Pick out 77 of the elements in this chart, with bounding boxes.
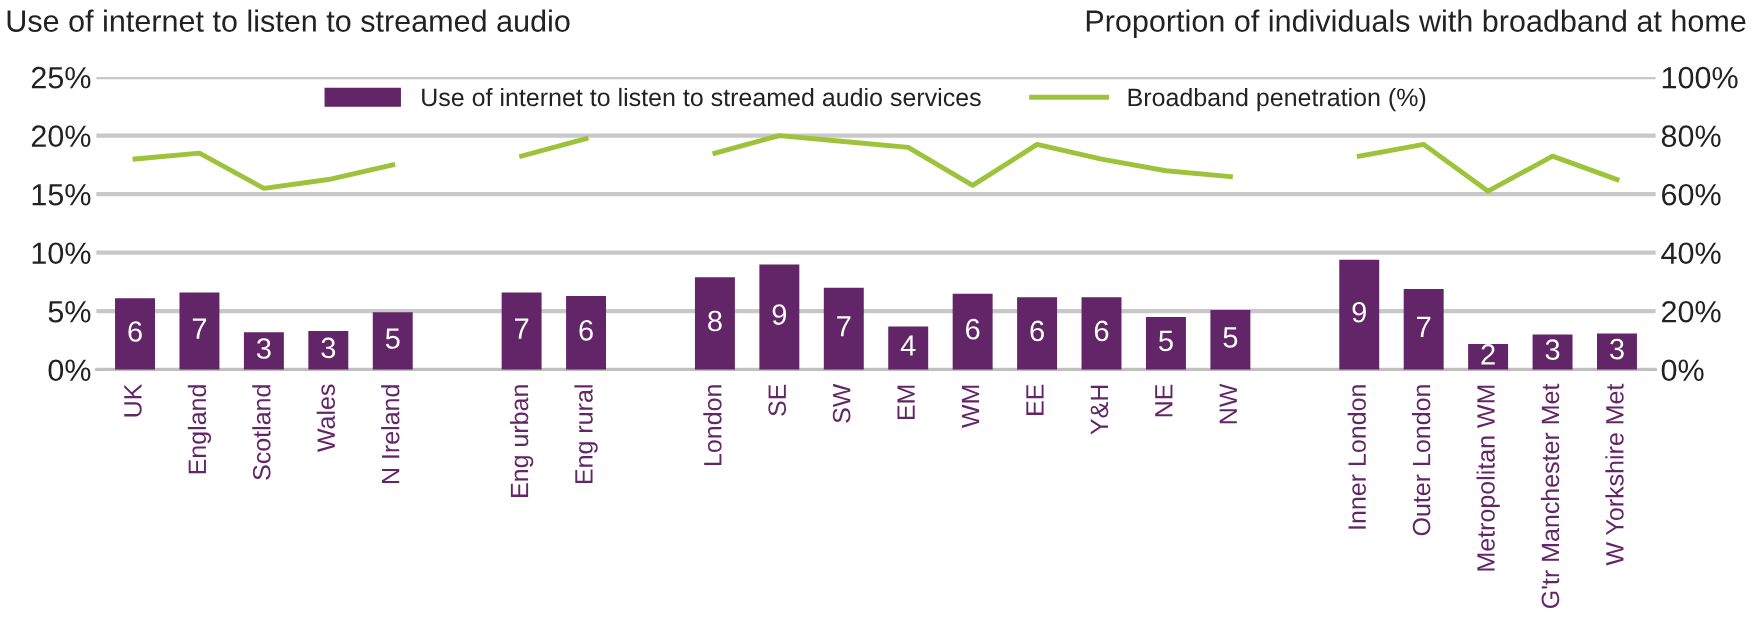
x-tick-label: N Ireland [381,385,400,483]
bar [952,293,993,370]
x-tick-label: NE [1155,384,1173,417]
data-label: 8 [708,310,722,332]
bar [1017,297,1058,370]
data-label: 5 [385,328,400,349]
bar [115,298,155,370]
bar [1081,297,1122,370]
x-tick-label: Eng rural [574,385,598,483]
data-label: 6 [128,321,142,342]
x-tick-label: UK [124,383,142,417]
data-label: 7 [837,316,851,337]
x-tick-label: EM [897,385,915,420]
bar [1210,310,1251,370]
data-label: 4 [900,335,916,356]
x-tick-label: Eng urban [509,385,534,497]
x-tick-label: England [187,385,212,474]
bar [501,292,542,370]
x-tick-label: Metropolitan WM [1476,385,1500,571]
x-tick-label: WM [961,385,980,428]
bar [1597,333,1637,370]
y2-tick-label: 100% [1662,66,1738,89]
x-tick-label: SE [768,384,787,416]
x-tick-label: NW [1219,383,1237,424]
bar [694,277,735,370]
bar [308,331,349,370]
bar [243,332,284,370]
data-label: 3 [1545,339,1560,360]
x-tick-label: Scotland [252,385,271,480]
y-tick-label: 5% [48,301,91,323]
bar [759,264,800,370]
x-tick-label: Outer London [1412,385,1431,536]
y2-tick-label: 20% [1662,300,1721,323]
legend-label: Broadband penetration (%) [1128,87,1426,112]
data-label: 6 [1030,320,1044,342]
data-label: 2 [1481,344,1495,365]
data-label: 5 [1159,330,1173,352]
y-tick-label: 15% [32,184,91,206]
data-label: 6 [579,320,593,341]
data-label: 9 [1352,301,1366,323]
data-label: 5 [1223,327,1238,348]
y2-tick-label: 40% [1661,242,1721,265]
x-tick-label: SW [832,383,851,423]
data-label: 6 [966,318,980,340]
x-tick-label: Inner London [1347,385,1366,529]
legend-label: Use of internet to listen to streamed audio services [422,87,981,107]
x-tick-label: G'tr Manchester Met [1540,383,1560,609]
bar [1403,288,1444,370]
y-tick-label: 10% [32,242,91,265]
data-label: 6 [1094,320,1109,342]
y2-tick-label: 80% [1661,125,1721,147]
bar [888,326,929,370]
bar [823,287,864,370]
data-label: 3 [256,338,271,359]
y-tick-label: 0% [48,359,91,382]
bar [566,295,607,370]
data-label: 7 [515,318,529,339]
data-label: 7 [1417,316,1431,337]
x-tick-label: EE [1026,384,1044,415]
data-label: 7 [192,318,207,339]
bar [372,312,413,370]
x-tick-label: W Yorkshire Met [1605,383,1624,566]
data-label: 9 [772,304,787,325]
y-tick-label: 20% [31,125,91,147]
y2-tick-label: 0% [1661,359,1704,382]
x-tick-label: London [703,385,722,465]
x-tick-label: Y&H [1090,385,1109,435]
y2-tick-label: 60% [1662,183,1721,206]
bar [1145,317,1186,370]
y-axis-title: Use of internet to listen to streamed audio [7,9,570,32]
bar [179,292,220,370]
bar [1339,259,1380,370]
y-tick-label: 25% [31,66,91,89]
data-label: 3 [1609,338,1624,360]
data-label: 3 [321,337,336,359]
x-tick-label: Wales [316,384,336,453]
y2-axis-title: Proportion of individuals with broadband at home [1086,9,1746,38]
